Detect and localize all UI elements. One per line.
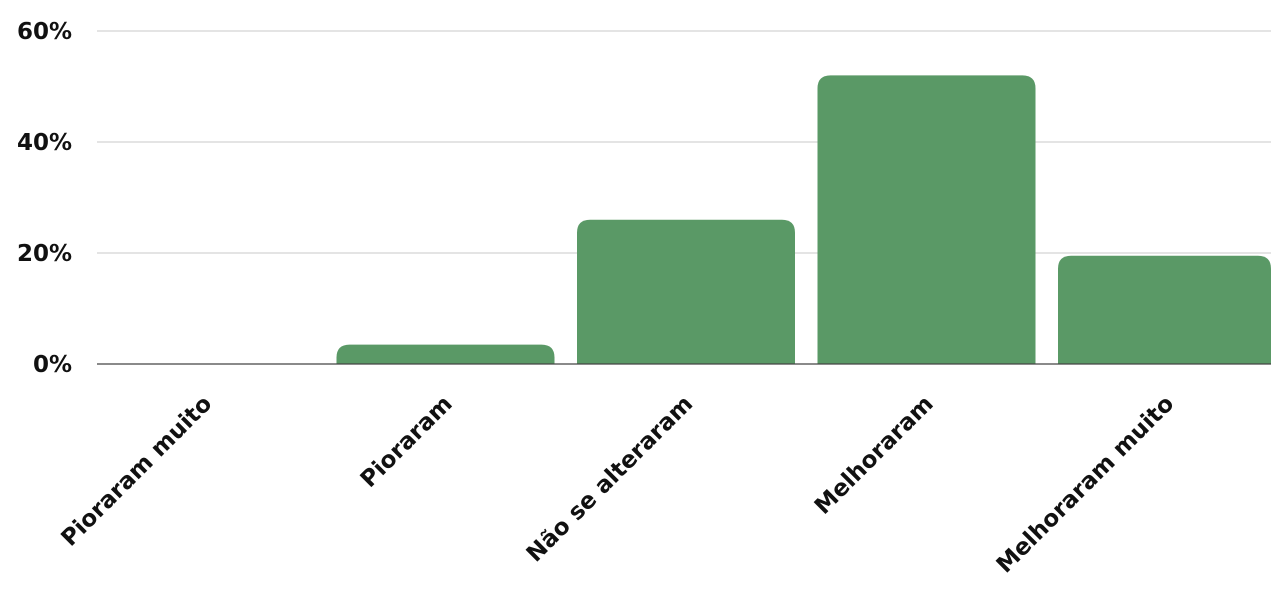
x-category-label: Pioraram [356,391,458,493]
bar [817,75,1036,365]
y-tick-label: 20% [17,241,72,267]
x-category-label: Melhoraram [810,391,939,520]
x-category-label: Não se alteraram [522,391,698,567]
bar [336,344,555,364]
x-category-label: Pioraram muito [57,391,218,552]
y-tick-label: 0% [33,352,72,378]
x-axis-category-labels: Pioraram muito Pioraram Não se alteraram Me… [57,391,1180,579]
y-axis-tick-labels: 0% 20% 40% 60% [17,19,72,378]
bar [577,219,795,364]
bar [1058,255,1271,364]
bars [336,75,1271,365]
y-tick-label: 60% [17,19,72,45]
x-category-label: Melhoraram muito [992,391,1180,579]
y-tick-label: 40% [17,130,72,156]
